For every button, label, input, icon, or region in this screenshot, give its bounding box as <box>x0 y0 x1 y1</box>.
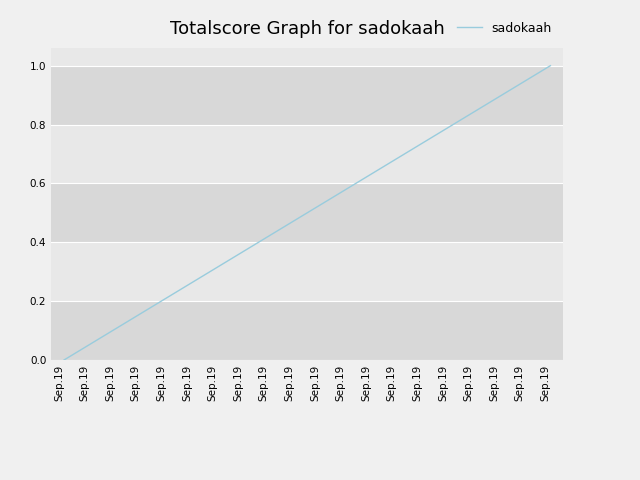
sadokaah <box>265 233 273 239</box>
Line: sadokaah: sadokaah <box>64 66 550 360</box>
sadokaah <box>60 357 68 363</box>
sadokaah <box>419 140 426 146</box>
sadokaah <box>137 311 145 316</box>
sadokaah <box>86 342 93 348</box>
Bar <box>51 242 563 301</box>
sadokaah <box>444 125 452 131</box>
sadokaah <box>393 156 401 161</box>
sadokaah <box>521 78 529 84</box>
Bar <box>51 183 563 242</box>
sadokaah <box>367 171 375 177</box>
sadokaah <box>111 326 119 332</box>
sadokaah <box>214 264 221 270</box>
Bar <box>51 66 563 124</box>
sadokaah <box>547 63 554 69</box>
Legend: sadokaah: sadokaah <box>452 17 557 40</box>
sadokaah <box>163 295 170 301</box>
Title: Totalscore Graph for sadokaah: Totalscore Graph for sadokaah <box>170 20 445 38</box>
sadokaah <box>291 218 298 224</box>
sadokaah <box>188 280 196 286</box>
Bar <box>51 48 563 66</box>
sadokaah <box>470 109 477 115</box>
sadokaah <box>342 187 349 192</box>
Bar <box>51 301 563 360</box>
sadokaah <box>495 94 503 99</box>
sadokaah <box>316 202 324 208</box>
sadokaah <box>239 249 247 254</box>
Bar <box>51 124 563 183</box>
